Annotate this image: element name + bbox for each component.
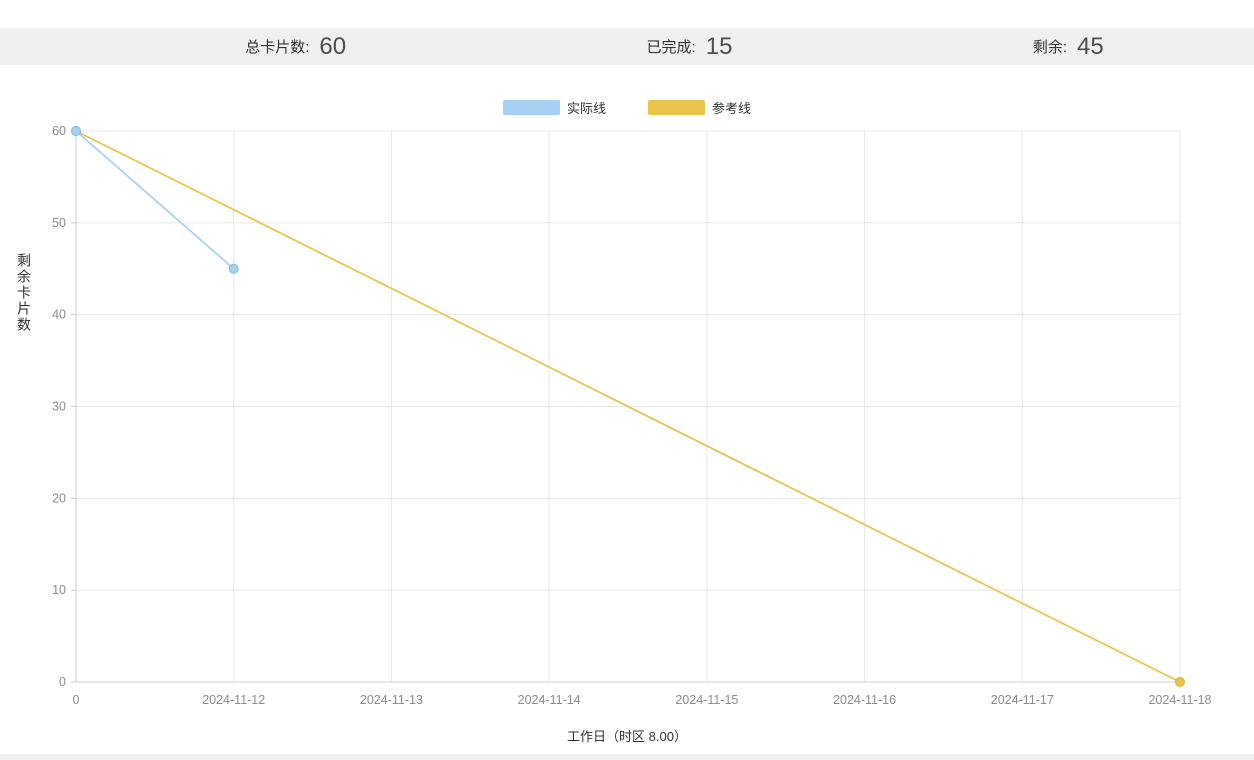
data-point[interactable] [228, 263, 239, 274]
y-tick-label: 0 [59, 675, 66, 689]
data-point[interactable] [1175, 677, 1185, 687]
y-axis-title: 剩余卡片数 [16, 253, 32, 333]
y-tick-label: 40 [52, 308, 66, 322]
stats-bar: 总卡片数: 60 已完成: 15 剩余: 45 [0, 28, 1254, 65]
x-tick-label: 2024-11-17 [991, 693, 1054, 707]
stat-total-label: 总卡片数: [245, 39, 310, 56]
y-tick-label: 50 [52, 216, 66, 230]
y-tick-label: 10 [52, 583, 66, 597]
legend-swatch-actual [502, 100, 560, 115]
data-point[interactable] [71, 126, 81, 136]
stat-completed: 已完成: 15 [647, 33, 733, 61]
x-tick-label: 2024-11-12 [202, 693, 265, 707]
y-tick-label: 30 [52, 400, 66, 414]
stat-remaining-value: 45 [1077, 32, 1104, 60]
bottom-strip [0, 754, 1254, 760]
series-line [75, 130, 1181, 683]
legend-swatch-reference [648, 100, 705, 115]
stat-completed-value: 15 [705, 32, 733, 60]
legend-label-reference: 参考线 [712, 101, 752, 116]
stat-total-value: 60 [319, 32, 347, 60]
x-tick-label: 2024-11-13 [360, 693, 423, 707]
legend-item-actual[interactable]: 实际线 [502, 98, 606, 117]
x-tick-label: 2024-11-15 [675, 693, 738, 707]
x-axis-title: 工作日（时区 8.00） [567, 729, 687, 744]
y-tick-label: 60 [52, 124, 66, 138]
x-tick-label: 2024-11-14 [518, 693, 581, 707]
series-line [75, 130, 235, 270]
x-tick-label: 0 [73, 693, 80, 707]
stat-completed-label: 已完成: [646, 39, 696, 56]
chart-legend: 实际线 参考线 [0, 98, 1254, 117]
stat-total: 总卡片数: 60 [245, 33, 346, 61]
legend-item-reference[interactable]: 参考线 [648, 98, 751, 117]
legend-label-actual: 实际线 [566, 101, 606, 116]
y-tick-label: 20 [52, 491, 66, 505]
burndown-chart-plot: 0 10 20 30 40 50 60 0 2024-11-12 2024-11-13 2024-1… [52, 124, 1211, 707]
stat-remaining-label: 剩余: [1032, 39, 1068, 56]
x-tick-label: 2024-11-18 [1148, 693, 1211, 707]
stat-remaining: 剩余: 45 [1033, 33, 1104, 61]
x-tick-label: 2024-11-16 [833, 693, 896, 707]
